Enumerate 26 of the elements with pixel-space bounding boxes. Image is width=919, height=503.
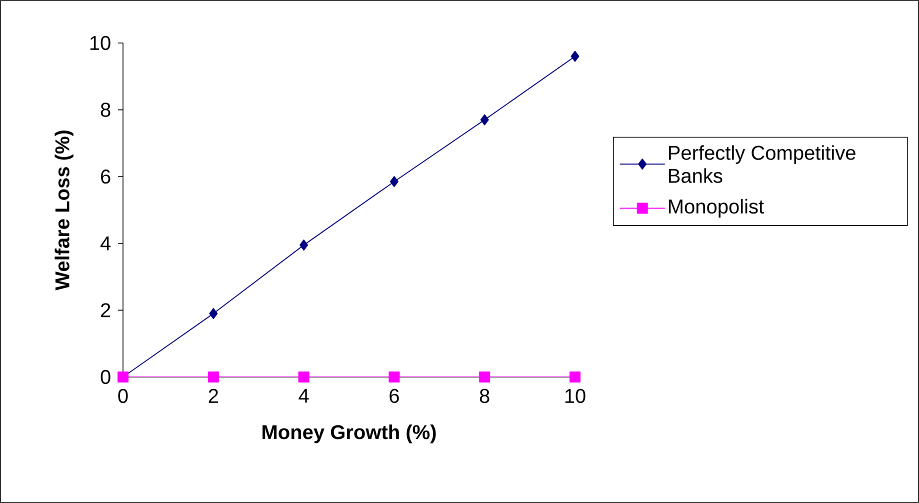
- point: [300, 240, 308, 251]
- x-tick-label: 6: [390, 388, 399, 404]
- x-tick-label: 0: [118, 388, 128, 404]
- x-tick-label: 4: [298, 388, 309, 403]
- y-tick-label: 0: [100, 370, 110, 384]
- legend-label: Perfectly Competitive Banks: [669, 145, 856, 183]
- x-tick-label: 8: [480, 388, 490, 404]
- legend-label: Monopolist: [669, 198, 764, 218]
- y-tick-label: 2: [101, 303, 110, 318]
- y-tick-label: 8: [100, 102, 110, 117]
- point: [480, 114, 489, 126]
- point: [388, 371, 400, 382]
- x-tick-label: 2: [208, 388, 218, 403]
- point: [570, 50, 580, 62]
- point: [298, 371, 310, 382]
- x-axis-title: Money Growth (%): [262, 424, 436, 444]
- y-tick-label: 10: [90, 36, 110, 50]
- y-tick-label: 6: [101, 170, 110, 184]
- point: [209, 308, 218, 320]
- y-axis-title: Welfare Loss (%): [54, 130, 74, 290]
- point: [479, 371, 490, 382]
- point: [390, 176, 398, 188]
- point: [208, 371, 219, 382]
- x-tick-label: 10: [565, 388, 586, 404]
- y-tick-label: 4: [100, 236, 111, 250]
- point: [570, 371, 580, 382]
